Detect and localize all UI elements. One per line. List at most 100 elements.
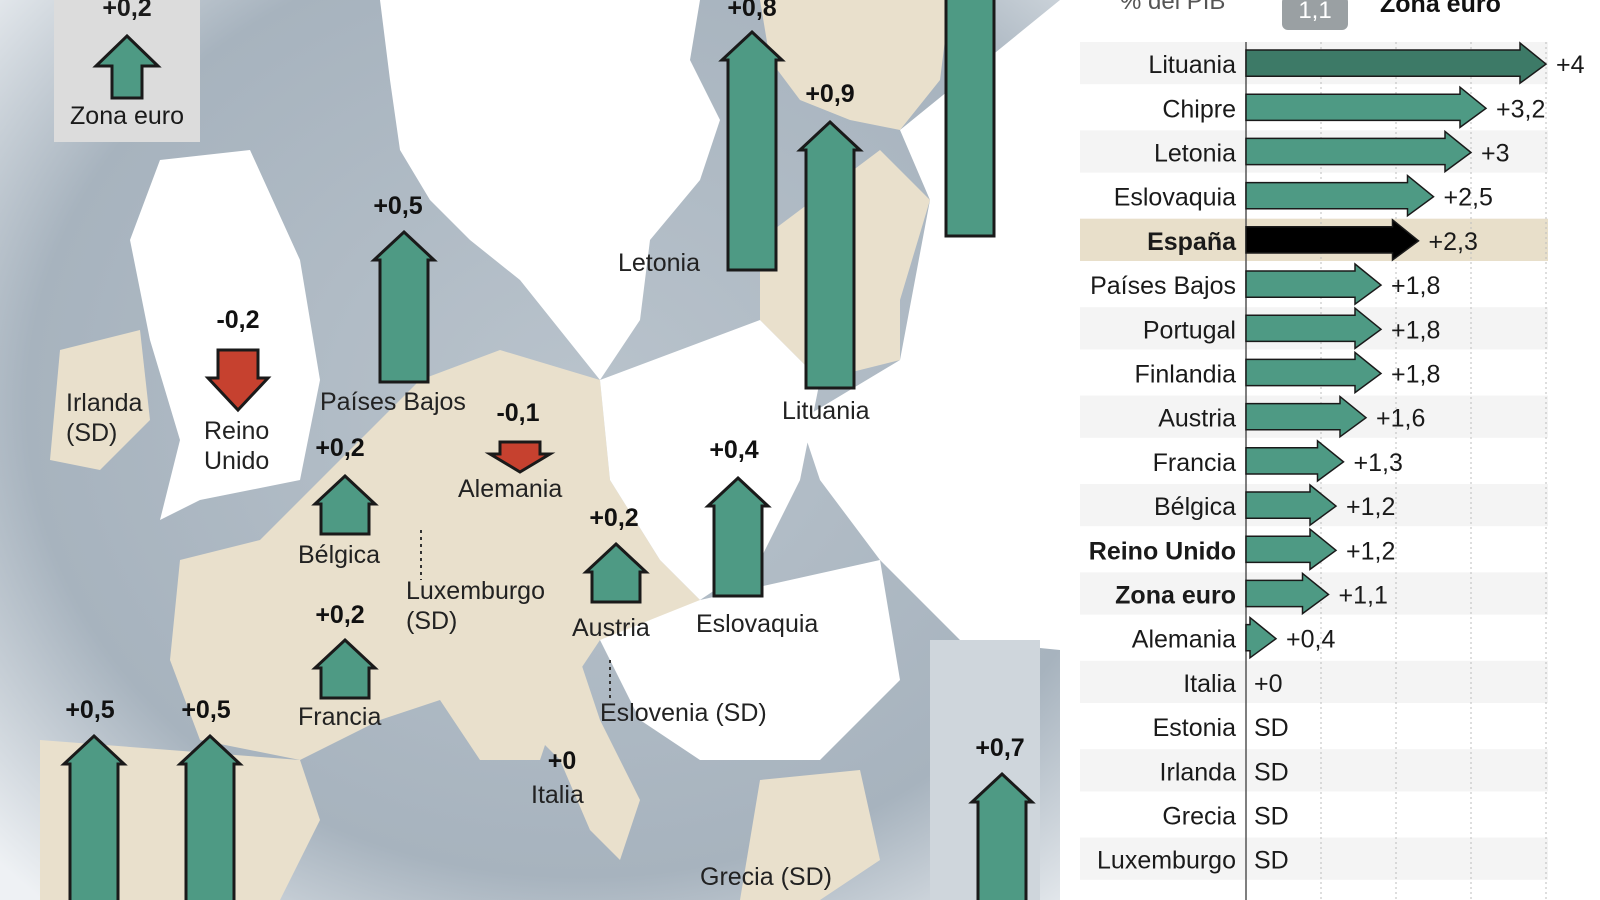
value-label: +0,4 [1286, 626, 1335, 654]
value-paises-bajos: +0,5 [373, 192, 423, 220]
category-label: Letonia [1154, 140, 1236, 168]
land-ireland [50, 330, 150, 470]
label-austria: Austria [572, 614, 650, 642]
bar-eslovaquia [1245, 174, 1435, 218]
value-label: SD [1254, 803, 1289, 831]
bar-letonia [1245, 129, 1473, 174]
category-label: Italia [1183, 670, 1236, 698]
value-label: +1,2 [1346, 493, 1395, 521]
row-band [1080, 837, 1548, 880]
label-lituania: Lituania [782, 397, 870, 425]
value-italia: +0 [547, 747, 577, 775]
category-label: Eslovaquia [1114, 184, 1236, 212]
land-italy [520, 660, 640, 860]
value-label: +1,1 [1339, 582, 1388, 610]
value-label: +1,8 [1391, 361, 1440, 389]
bar-austria [1245, 395, 1368, 439]
label-eslovenia: Eslovenia (SD) [600, 699, 767, 727]
map-arrow-estonia [944, 0, 996, 238]
map-arrow-francia [311, 637, 379, 700]
land-uk [130, 150, 320, 520]
land-finland [760, 0, 950, 130]
map-arrow-portugal [60, 733, 128, 900]
category-label: Portugal [1143, 316, 1236, 344]
map-arrow-belgica [311, 473, 379, 536]
value-belgica: +0,2 [315, 434, 365, 462]
category-label: Austria [1158, 405, 1236, 433]
map-arrow-paises-bajos [370, 229, 438, 384]
category-label: Irlanda [1160, 758, 1237, 786]
map-arrow-alemania [484, 440, 556, 474]
map-arrows [60, 0, 1036, 900]
category-label: Finlandia [1135, 361, 1237, 389]
value-label: SD [1254, 847, 1289, 875]
value-label: +2,5 [1444, 184, 1493, 212]
category-label: Países Bajos [1090, 272, 1236, 300]
bar-reino-unido [1245, 527, 1338, 571]
category-label: Lituania [1148, 51, 1236, 79]
bar-lituania [1245, 41, 1548, 85]
value-label: +0 [1254, 670, 1283, 698]
value-chipre: +0,7 [975, 734, 1025, 762]
bar-países-bajos [1245, 262, 1383, 306]
map-arrow-chipre [968, 771, 1036, 900]
map-arrow-espana [176, 733, 244, 900]
bar-alemania [1245, 616, 1278, 660]
value-label: +2,3 [1429, 228, 1478, 256]
chart-header-zona-euro: Zona euro [1380, 0, 1501, 18]
row-band [1080, 660, 1548, 703]
label-italia: Italia [531, 781, 584, 809]
land-continent [170, 350, 700, 760]
category-label: Bélgica [1154, 493, 1236, 521]
category-label: Zona euro [1115, 582, 1236, 610]
value-label: +1,8 [1391, 316, 1440, 344]
value-alemania: -0,1 [496, 399, 540, 427]
bar-finlandia [1245, 350, 1383, 395]
bar-zona-euro [1245, 571, 1330, 616]
category-label: Alemania [1132, 626, 1236, 654]
legend-value: +0,2 [102, 0, 152, 22]
map-arrow-eslovaquia [704, 475, 772, 598]
legend-arrow-icon [92, 34, 162, 100]
label-reino-unido: Reino Unido [204, 417, 270, 475]
label-paises-bajos: Países Bajos [320, 388, 466, 416]
category-label: Estonia [1153, 714, 1236, 742]
value-letonia: +0,8 [727, 0, 777, 22]
category-label: Reino Unido [1089, 537, 1236, 565]
bar-chipre [1245, 85, 1488, 129]
legend-box: +0,2 Zona euro [54, 0, 200, 142]
bar-portugal [1245, 306, 1383, 350]
land-balkans [600, 560, 900, 760]
row-band [1080, 749, 1548, 792]
chart-panel: % del PIB 1,1 Zona euro Lituania +4 Chipre… [1060, 0, 1600, 900]
value-label: +1,8 [1391, 272, 1440, 300]
land-greece [740, 770, 880, 900]
label-luxemburgo: Luxemburgo (SD) [406, 577, 545, 635]
label-grecia: Grecia (SD) [700, 863, 832, 891]
value-label: +4 [1556, 51, 1585, 79]
value-label: +3 [1481, 140, 1510, 168]
value-austria: +0,2 [589, 504, 639, 532]
map-arrow-letonia [718, 29, 786, 272]
label-alemania: Alemania [458, 475, 563, 503]
category-label: Francia [1153, 449, 1236, 477]
value-eslovaquia: +0,4 [709, 436, 759, 464]
value-francia: +0,2 [315, 601, 365, 629]
value-label: SD [1254, 758, 1289, 786]
map-arrow-reino-unido [204, 348, 272, 413]
value-label: SD [1254, 714, 1289, 742]
label-irlanda: Irlanda (SD) [66, 389, 143, 447]
zona-euro-badge: 1,1 [1282, 0, 1348, 30]
label-belgica: Bélgica [298, 541, 380, 569]
legend-label: Zona euro [70, 102, 184, 130]
europe-map [0, 0, 1060, 900]
label-francia: Francia [298, 703, 382, 731]
category-label: Luxemburgo [1097, 847, 1236, 875]
category-label: Grecia [1162, 803, 1236, 831]
category-label: España [1147, 228, 1237, 256]
value-label: +1,2 [1346, 537, 1395, 565]
europe-map-panel: +0,2 Zona euro Irlanda (SD) Reino Unido … [0, 0, 1060, 900]
bar-españa [1245, 218, 1420, 262]
bar-bélgica [1245, 483, 1338, 527]
category-label: Chipre [1162, 95, 1236, 123]
